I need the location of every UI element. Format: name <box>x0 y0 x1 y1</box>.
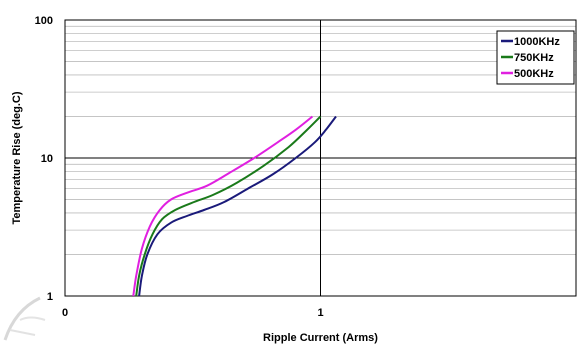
series-layer <box>132 115 337 297</box>
legend-label: 1000KHz <box>514 36 560 48</box>
plot-frame <box>64 19 577 297</box>
series-line-1000khz <box>138 115 337 297</box>
legend: 1000KHz 750KHz 500KHz <box>496 30 575 85</box>
y-tick-label: 10 <box>41 153 53 165</box>
x-axis-title: Ripple Current (Arms) <box>263 332 378 344</box>
x-tick-label: 0 <box>62 307 68 319</box>
series-line-500khz <box>132 115 314 297</box>
legend-label: 500KHz <box>514 68 554 80</box>
y-tick-label: 100 <box>35 15 53 27</box>
legend-label: 750KHz <box>514 52 554 64</box>
grid <box>65 20 576 296</box>
watermark-graphic <box>3 296 46 341</box>
series-line-750khz <box>135 115 322 297</box>
y-tick-label: 1 <box>47 291 53 303</box>
y-axis-title: Temperature Rise (deg.C) <box>11 91 23 224</box>
x-tick-label: 1 <box>317 307 323 319</box>
